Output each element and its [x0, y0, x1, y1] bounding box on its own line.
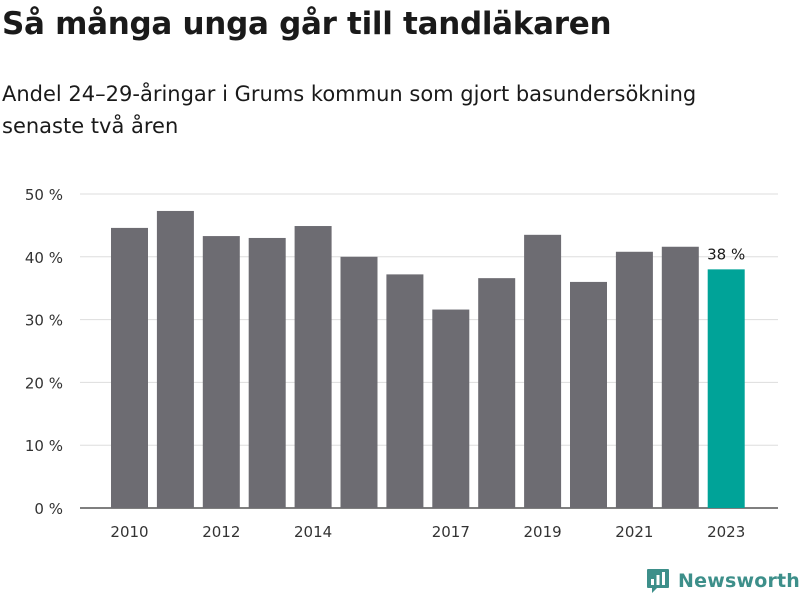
y-tick-label: 10 %	[25, 437, 63, 455]
y-tick-label: 50 %	[25, 186, 63, 204]
bar-2013	[248, 237, 286, 508]
bar-2023	[707, 269, 745, 508]
y-tick-label: 20 %	[25, 374, 63, 392]
bar-2022	[661, 246, 699, 508]
x-tick-label: 2012	[202, 523, 240, 541]
axis-labels: 0 % 10 % 20 % 30 % 40 % 50 % 2010 2012 2014 2017 2…	[25, 186, 745, 541]
bar-2020	[570, 281, 607, 508]
y-tick-label: 30 %	[25, 312, 63, 330]
x-tick-label: 2014	[294, 523, 332, 541]
bar-2015	[340, 256, 378, 508]
brand-name: Newsworthy	[678, 570, 800, 592]
chart-title: Så många unga går till tandläkaren	[2, 6, 612, 42]
x-tick-label: 2017	[432, 523, 470, 541]
bar-2018	[478, 278, 516, 508]
bar-2012	[202, 236, 240, 509]
x-tick-label: 2021	[615, 523, 653, 541]
y-tick-label: 0 %	[34, 500, 63, 518]
x-tick-label: 2010	[110, 523, 148, 541]
bar-2016	[386, 274, 424, 508]
x-tick-label: 2023	[707, 523, 745, 541]
grid-lines	[80, 193, 778, 509]
chart-subtitle: Andel 24–29-åringar i Grums kommun som g…	[2, 82, 697, 138]
x-tick-label: 2019	[524, 523, 562, 541]
bars	[111, 210, 745, 509]
bar-2021	[615, 251, 653, 508]
newsworthy-chart-icon	[647, 569, 669, 593]
bar-2011	[156, 210, 194, 508]
newsworthy-logo: Newsworthy	[646, 568, 800, 594]
y-tick-label: 40 %	[25, 249, 63, 267]
data-label-2023: 38 %	[707, 245, 745, 263]
bar-2014	[294, 226, 332, 508]
bar-2017	[432, 309, 470, 508]
bar-2019	[524, 234, 562, 508]
bar-2010	[111, 227, 148, 509]
